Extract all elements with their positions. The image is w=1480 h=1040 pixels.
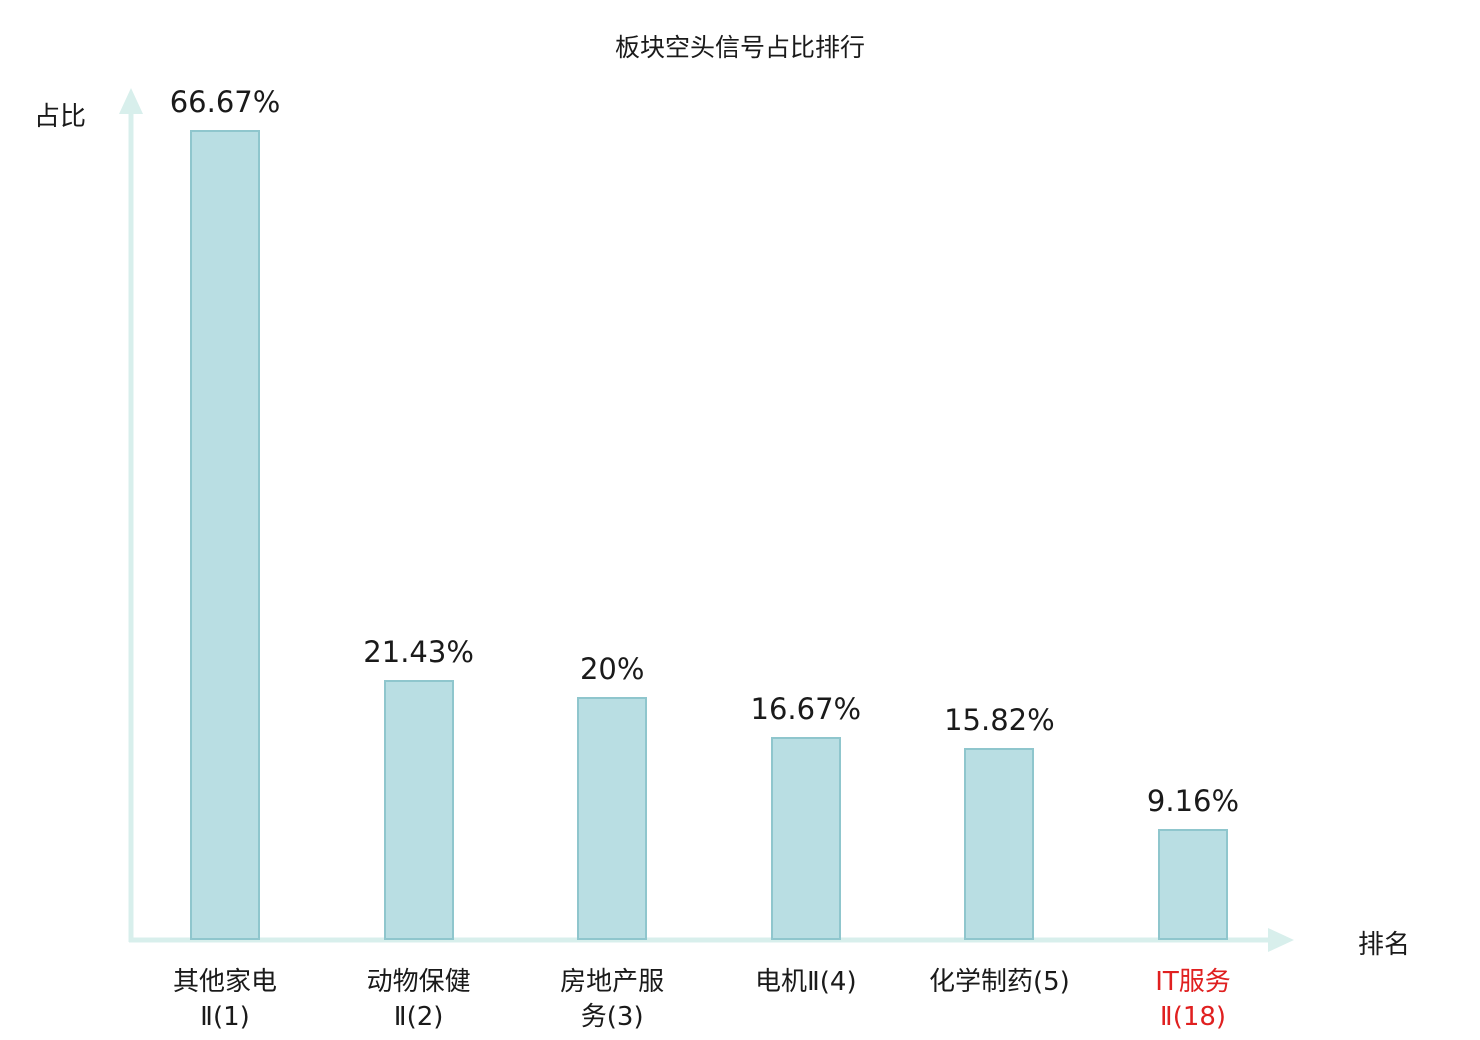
y-axis-arrow-icon	[119, 88, 143, 114]
category-label-line: Ⅱ(18)	[1159, 1002, 1227, 1032]
bar	[1158, 829, 1228, 940]
category-label-line: 务(3)	[580, 1002, 644, 1032]
category-label-line: Ⅱ(2)	[393, 1002, 444, 1032]
category-label-line: 动物保健	[366, 967, 471, 997]
bar	[577, 697, 648, 940]
bar-value-label: 21.43%	[363, 635, 474, 669]
category-label: 化学制药(5)	[869, 965, 1129, 1000]
category-label-line: Ⅱ(1)	[200, 1002, 250, 1032]
bar	[964, 748, 1035, 940]
bar-value-label: 16.67%	[750, 692, 862, 726]
category-label: 其他家电 Ⅱ(1)	[95, 965, 355, 1035]
category-label-line: 化学制药(5)	[928, 967, 1070, 997]
y-axis-label: 占比	[34, 102, 87, 132]
category-label-line: 房地产服	[560, 967, 665, 997]
bar-value-label: 9.16%	[1146, 784, 1240, 818]
bar-value-label: 15.82%	[944, 703, 1055, 737]
bar	[383, 680, 454, 940]
bar	[190, 130, 260, 940]
category-label-line: IT服务	[1155, 967, 1231, 997]
chart-title: 板块空头信号占比排行	[614, 33, 865, 62]
category-label: 动物保健 Ⅱ(2)	[289, 965, 549, 1035]
category-label: IT服务 Ⅱ(18)	[1063, 965, 1323, 1035]
category-label-line: 其他家电	[172, 967, 277, 997]
bar-value-label: 66.67%	[169, 85, 281, 119]
category-label: 电机Ⅱ(4)	[676, 965, 936, 1000]
category-label: 房地产服务(3)	[482, 965, 742, 1035]
bar-value-label: 20%	[579, 652, 645, 686]
category-label-line: 电机Ⅱ(4)	[754, 967, 857, 997]
bar	[770, 737, 841, 940]
x-axis-arrow-icon	[1268, 928, 1294, 952]
x-axis-label: 排名	[1358, 930, 1411, 960]
